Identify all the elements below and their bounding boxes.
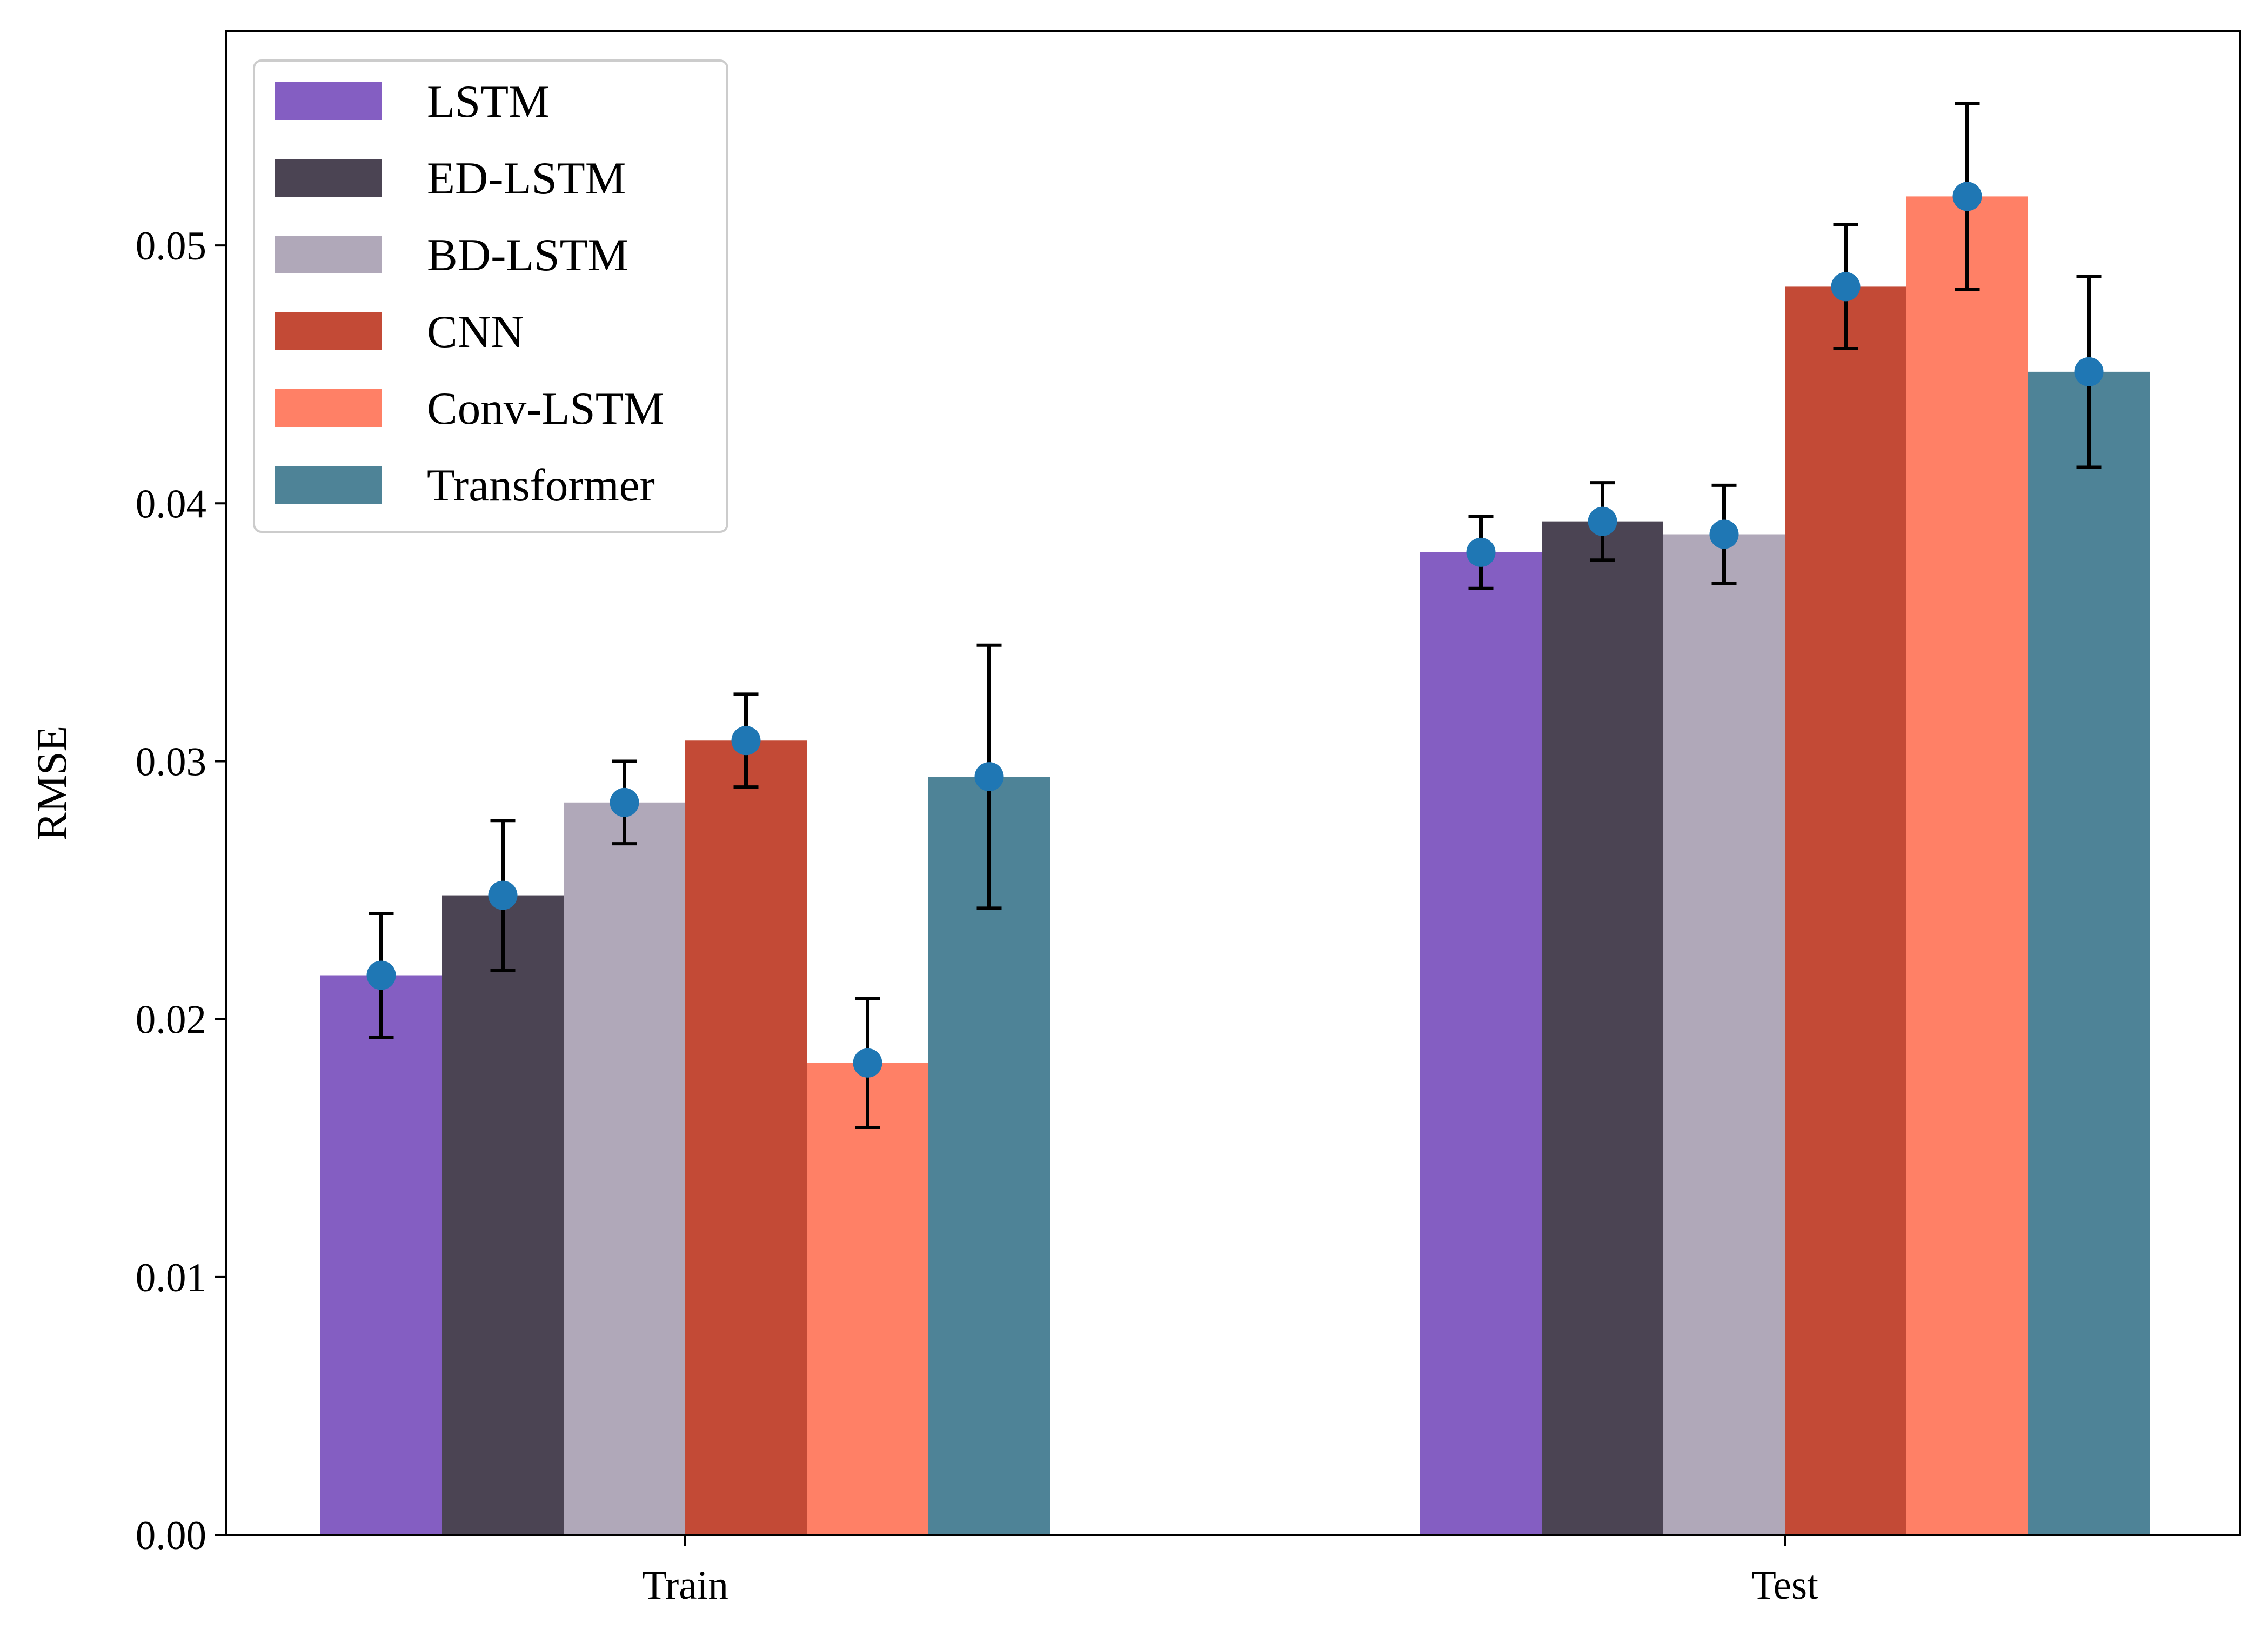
marker-bd-lstm-test <box>1709 519 1739 549</box>
markers-layer <box>366 182 2104 1078</box>
legend-label: LSTM <box>427 76 550 127</box>
y-tick-label: 0.03 <box>136 739 206 784</box>
bar-bd-lstm-train <box>564 802 685 1535</box>
bar-bd-lstm-test <box>1663 534 1785 1535</box>
legend-item-cnn: CNN <box>275 306 524 357</box>
plot-frame <box>225 30 2241 1536</box>
marker-cnn-train <box>731 726 761 756</box>
legend-label: CNN <box>427 306 524 357</box>
marker-bd-lstm-train <box>610 787 639 817</box>
bar-ed-lstm-test <box>1542 521 1663 1535</box>
x-tick-label: Test <box>1751 1563 1818 1608</box>
bar-lstm-train <box>320 975 442 1535</box>
y-tick-label: 0.04 <box>136 482 206 526</box>
legend-label: Conv-LSTM <box>427 383 664 434</box>
bar-ed-lstm-train <box>442 895 564 1535</box>
bar-conv-lstm-test <box>1906 196 2028 1535</box>
legend-swatch <box>275 159 382 197</box>
legend-item-conv-lstm: Conv-LSTM <box>275 383 664 434</box>
x-axis: Train Test <box>642 1535 1818 1608</box>
bar-lstm-test <box>1420 552 1542 1535</box>
legend-item-bd-lstm: BD-LSTM <box>275 230 628 280</box>
bar-transformer-test <box>2028 371 2150 1535</box>
legend-item-ed-lstm: ED-LSTM <box>275 153 626 204</box>
marker-transformer-test <box>2074 357 2104 386</box>
legend-label: Transformer <box>427 460 655 511</box>
bar-conv-lstm-train <box>807 1063 928 1535</box>
y-axis: 0.00 0.01 0.02 0.03 0.04 0.05 <box>136 224 226 1558</box>
y-tick-label: 0.01 <box>136 1255 206 1300</box>
marker-cnn-test <box>1831 272 1861 302</box>
legend-swatch <box>275 236 382 273</box>
legend-label: ED-LSTM <box>427 153 626 204</box>
y-tick-label: 0.00 <box>136 1513 206 1558</box>
marker-ed-lstm-train <box>488 880 518 910</box>
y-tick-label: 0.02 <box>136 998 206 1043</box>
marker-lstm-test <box>1466 537 1496 567</box>
legend-item-transformer: Transformer <box>275 460 655 511</box>
marker-conv-lstm-test <box>1952 182 1982 211</box>
legend-swatch <box>275 466 382 504</box>
legend-swatch <box>275 389 382 427</box>
legend-swatch <box>275 82 382 120</box>
bar-cnn-train <box>685 740 807 1535</box>
marker-ed-lstm-test <box>1588 506 1617 536</box>
marker-lstm-train <box>366 960 396 990</box>
y-tick-label: 0.05 <box>136 224 206 269</box>
marker-conv-lstm-train <box>853 1048 882 1078</box>
marker-transformer-train <box>974 762 1004 792</box>
legend-label: BD-LSTM <box>427 230 628 280</box>
legend: LSTM ED-LSTM BD-LSTM CNN Conv-LSTM Transforme… <box>253 59 728 533</box>
y-axis-label: RMSE <box>28 726 75 840</box>
bar-cnn-test <box>1785 286 1906 1535</box>
legend-swatch <box>275 312 382 350</box>
bars-layer <box>320 196 2150 1535</box>
x-tick-label: Train <box>642 1563 728 1608</box>
legend-item-lstm: LSTM <box>275 76 550 127</box>
